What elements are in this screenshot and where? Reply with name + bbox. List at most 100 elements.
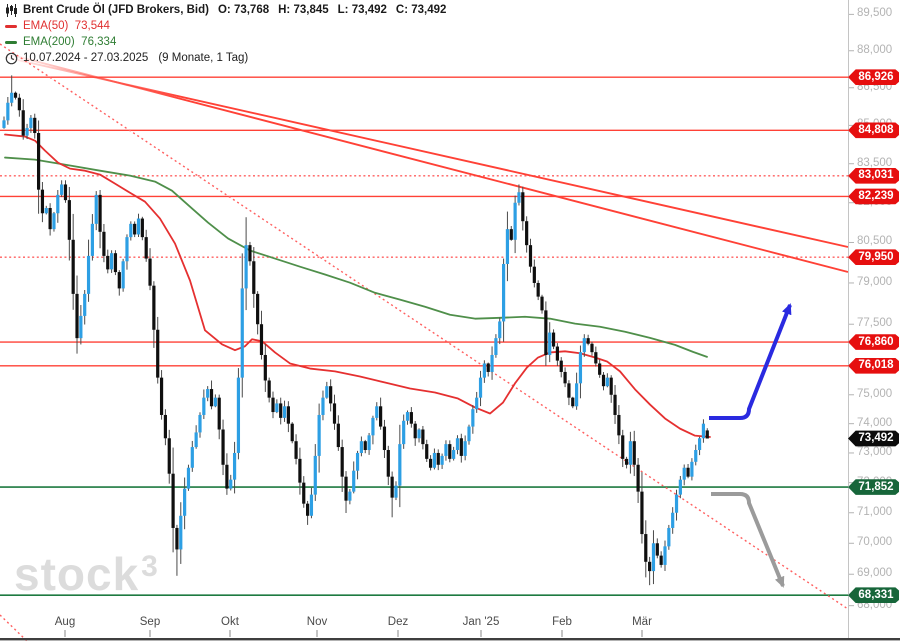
- candle-body: [86, 255, 91, 294]
- candle-body: [313, 455, 317, 495]
- ema200-value: 76,334: [81, 36, 117, 48]
- price-flag-red[interactable]: 84,808: [848, 122, 899, 139]
- candle-body: [352, 470, 356, 492]
- candle-body: [363, 441, 367, 451]
- price-flag-red[interactable]: 82,239: [848, 188, 899, 205]
- candle-body: [432, 452, 437, 468]
- candle-body: [382, 426, 387, 451]
- candle-body: [317, 414, 321, 456]
- price-flag-green[interactable]: 68,331: [848, 587, 899, 604]
- candle-body: [10, 92, 14, 103]
- candle-body: [448, 444, 452, 459]
- candle-body: [190, 447, 194, 468]
- x-axis-month-label: Sep: [139, 616, 161, 628]
- candle-body: [463, 441, 467, 456]
- candle-body: [344, 476, 348, 501]
- candle-body: [186, 467, 191, 489]
- x-axis-border: [0, 638, 900, 641]
- candle-body: [244, 245, 248, 289]
- candle-body: [56, 194, 60, 214]
- candle-body: [667, 527, 671, 547]
- candle-body: [2, 120, 6, 128]
- price-flag-red[interactable]: 76,860: [848, 334, 899, 350]
- candle-body: [332, 403, 337, 424]
- candle-body: [578, 352, 583, 384]
- candle-body: [298, 458, 302, 483]
- candle-body: [336, 423, 340, 448]
- candle-body: [632, 441, 636, 465]
- candle-body: [60, 184, 64, 195]
- price-flag-red[interactable]: 83,031: [848, 168, 899, 184]
- candle-body: [498, 321, 502, 339]
- trendline-2[interactable]: [0, 43, 849, 610]
- candle-body: [421, 429, 425, 445]
- candle-body: [98, 194, 102, 232]
- candle-body: [194, 432, 198, 448]
- low-label: L: 73,492: [337, 4, 387, 16]
- y-axis-label: 69,000: [857, 567, 893, 580]
- ema200-line[interactable]: [4, 156, 708, 358]
- candle-body: [594, 352, 598, 364]
- candle-body: [428, 458, 433, 468]
- candle-body: [198, 414, 202, 433]
- bearish-projection-arrow[interactable]: [711, 492, 785, 588]
- price-flag-black[interactable]: 73,492: [848, 430, 899, 447]
- candle-body: [40, 189, 45, 214]
- candle-body: [371, 417, 375, 436]
- ema50-legend-row[interactable]: EMA(50) 73,544: [5, 18, 446, 34]
- candle-body: [248, 245, 252, 262]
- candle-body: [505, 229, 510, 264]
- candle-body: [340, 447, 344, 477]
- y-axis-label: 73,000: [857, 445, 893, 458]
- candle-body: [209, 389, 214, 407]
- candle-body: [482, 363, 486, 378]
- candle-body: [267, 380, 271, 398]
- candle-body: [621, 435, 625, 459]
- candle-body: [555, 346, 559, 361]
- x-axis-month-label: Dez: [387, 616, 409, 628]
- candle-body: [705, 430, 709, 439]
- candle-body: [102, 231, 106, 256]
- candle-body: [83, 293, 87, 316]
- candle-body: [217, 397, 221, 430]
- candle-body: [232, 452, 237, 480]
- candle-body: [471, 409, 475, 427]
- candle-body: [225, 464, 229, 489]
- y-axis-label: 74,000: [857, 416, 893, 429]
- candle-body: [475, 397, 479, 410]
- candle-body: [405, 412, 410, 421]
- trendline-1[interactable]: [0, 51, 849, 273]
- candle-body: [36, 133, 41, 190]
- ema200-legend-row[interactable]: EMA(200) 76,334: [5, 34, 446, 50]
- candle-body: [325, 386, 329, 398]
- x-axis-month-label: Feb: [552, 616, 572, 628]
- ema50-line[interactable]: [4, 133, 711, 438]
- trendline-3[interactable]: [0, 614, 29, 642]
- candle-body: [63, 184, 68, 201]
- price-flag-green[interactable]: 71,852: [848, 479, 899, 495]
- candle-body: [213, 397, 217, 407]
- candle-body: [617, 414, 621, 436]
- candle-body: [532, 266, 536, 283]
- candle-body: [121, 261, 125, 289]
- candle-body: [459, 438, 463, 456]
- bullish-projection-arrow[interactable]: [709, 303, 792, 420]
- candle-body: [221, 429, 225, 465]
- candle-body: [117, 272, 121, 289]
- price-flag-red[interactable]: 79,950: [848, 249, 899, 266]
- candle-body: [355, 452, 360, 471]
- candle-body: [601, 374, 606, 387]
- candle-body: [79, 315, 83, 339]
- candle-body: [624, 458, 629, 465]
- price-flag-red[interactable]: 76,018: [848, 357, 899, 374]
- candle-body: [271, 397, 275, 413]
- candle-body: [113, 253, 118, 273]
- candle-body: [398, 444, 402, 486]
- candle-body: [240, 288, 244, 378]
- candle-body: [329, 386, 333, 404]
- candle-body: [294, 441, 298, 459]
- price-flag-red[interactable]: 86,926: [848, 69, 899, 85]
- candle-body: [379, 406, 383, 427]
